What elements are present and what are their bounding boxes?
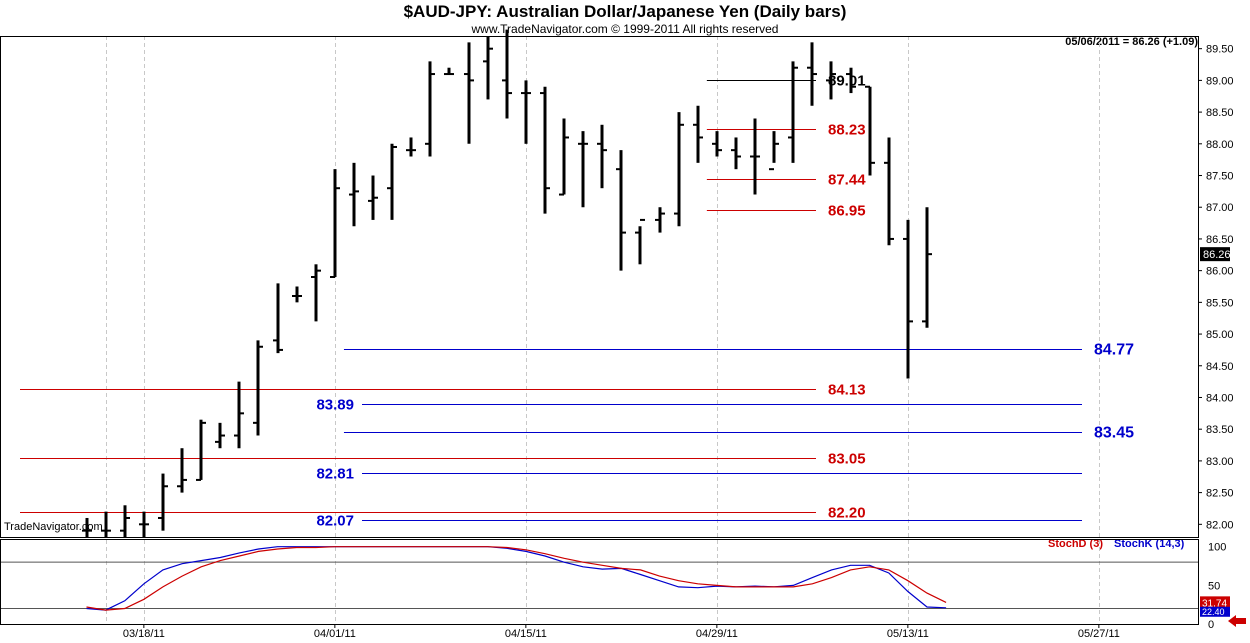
stoch-k-last-label: 22.40 (1202, 607, 1225, 617)
axes: 03/18/11 04/01/11 04/15/11 04/29/11 05/13/11… (0, 36, 1234, 640)
stoch-panel-frame (0, 539, 1199, 625)
stoch-tick-label: 0 (1208, 619, 1214, 631)
x-tick-label: 04/29/11 (696, 628, 738, 640)
x-tick-label: 04/01/11 (314, 628, 356, 640)
y-tick-label: 89.00 (1206, 75, 1234, 87)
stoch-tick-label: 50 (1208, 580, 1220, 592)
stoch-k-last-tag (1200, 606, 1230, 617)
scroll-left-arrow-icon[interactable] (1226, 614, 1248, 628)
y-tick-label: 86.00 (1206, 266, 1234, 278)
stoch-d-line (86, 546, 947, 611)
stoch-k-line (86, 546, 947, 611)
y-tick-label: 88.00 (1206, 139, 1234, 151)
legend-stoch-d: StochD (3) (1048, 538, 1103, 550)
level-label: 82.20 (828, 505, 866, 522)
chart-subtitle: www.TradeNavigator.com © 1999-2011 All r… (471, 22, 779, 36)
x-tick-label: 05/13/11 (887, 628, 929, 640)
level-label: 84.13 (828, 382, 866, 399)
level-label: 87.44 (828, 172, 866, 189)
stoch-tick-label: 100 (1208, 542, 1226, 554)
y-tick-label: 82.50 (1206, 488, 1234, 500)
level-label: 83.05 (828, 451, 866, 468)
x-tick-label: 03/18/11 (123, 628, 165, 640)
y-tick-label: 88.50 (1206, 107, 1234, 119)
price-panel-frame (0, 36, 1199, 538)
last-price-tag (1200, 247, 1230, 262)
y-tick-label: 86.50 (1206, 234, 1234, 246)
chart-title: $AUD-JPY: Australian Dollar/Japanese Yen… (403, 2, 847, 21)
y-tick-label: 84.00 (1206, 392, 1234, 404)
price-bars (82, 29, 932, 537)
level-label: 83.45 (1094, 425, 1134, 442)
stoch-d-last-label: 31.74 (1202, 598, 1227, 609)
level-label: 82.07 (316, 513, 354, 530)
y-tick-label: 89.50 (1206, 44, 1234, 56)
level-label: 89.01 (828, 73, 866, 90)
y-tick-label: 83.00 (1206, 456, 1234, 468)
last-price-label: 86.26 (1203, 249, 1231, 261)
y-tick-label: 82.00 (1206, 519, 1234, 531)
stoch-d-last-tag (1200, 596, 1230, 609)
y-tick-label: 87.50 (1206, 171, 1234, 183)
level-label: 86.95 (828, 203, 866, 220)
last-quote-readout: 05/06/2011 = 86.26 (+1.09) (1065, 36, 1198, 48)
y-tick-label: 85.00 (1206, 329, 1234, 341)
x-tick-label: 04/15/11 (505, 628, 547, 640)
level-label: 88.23 (828, 122, 866, 139)
y-tick-label: 84.50 (1206, 361, 1234, 373)
grid-lines (106, 36, 1100, 624)
level-label: 82.81 (316, 466, 354, 483)
price-levels: 89.01 88.23 87.44 86.95 84.77 84.13 83.89 83.45… (20, 73, 1134, 530)
y-tick-label: 83.50 (1206, 424, 1234, 436)
y-tick-label: 85.50 (1206, 297, 1234, 309)
watermark-text: TradeNavigator.com (4, 521, 103, 533)
y-tick-label: 87.00 (1206, 202, 1234, 214)
x-tick-label: 05/27/11 (1078, 628, 1120, 640)
legend-stoch-k: StochK (14,3) (1114, 538, 1185, 550)
level-label: 84.77 (1094, 342, 1134, 359)
level-label: 83.89 (316, 397, 354, 414)
